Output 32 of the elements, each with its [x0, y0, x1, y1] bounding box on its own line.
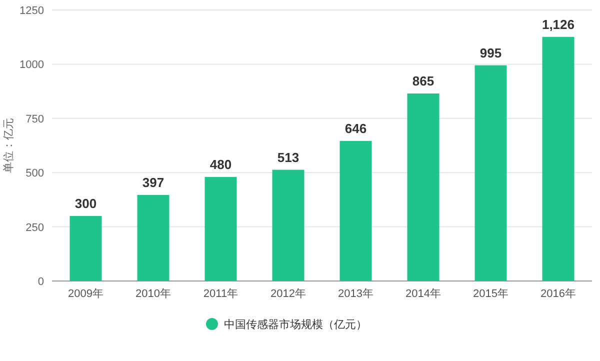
bar	[407, 93, 440, 281]
y-tick-label: 1000	[20, 59, 44, 72]
x-tick-label: 2011年	[203, 288, 238, 300]
data-label: 397	[142, 174, 164, 190]
y-tick-label: 0	[38, 276, 44, 288]
bar	[272, 170, 304, 281]
data-label: 865	[412, 73, 434, 88]
data-label: 995	[480, 45, 502, 60]
bar	[204, 176, 237, 281]
x-tick-label: 2016年	[540, 288, 576, 300]
x-tick-label: 2009年	[68, 288, 104, 300]
y-tick-label: 250	[26, 222, 44, 234]
x-tick-label: 2014年	[406, 288, 441, 300]
y-axis-title: 单位：亿元	[2, 118, 15, 173]
y-tick-label: 1250	[20, 5, 44, 17]
data-label: 480	[210, 156, 232, 172]
data-label: 513	[277, 150, 300, 165]
data-label: 646	[344, 120, 367, 136]
legend-label: 中国传感器市场规模（亿元）	[224, 318, 367, 331]
x-tick-label: 2012年	[270, 288, 306, 300]
x-tick-label: 2013年	[338, 288, 374, 300]
x-tick-label: 2015年	[473, 288, 508, 300]
bar	[542, 36, 574, 281]
bar	[137, 194, 170, 281]
bar	[70, 216, 102, 281]
x-tick-label: 2010年	[136, 288, 171, 300]
y-tick-label: 500	[26, 168, 44, 180]
y-tick-label: 750	[26, 113, 44, 126]
data-label: 300	[74, 196, 97, 211]
data-label: 1,126	[542, 16, 575, 32]
bar	[340, 140, 372, 281]
bar	[474, 65, 507, 281]
